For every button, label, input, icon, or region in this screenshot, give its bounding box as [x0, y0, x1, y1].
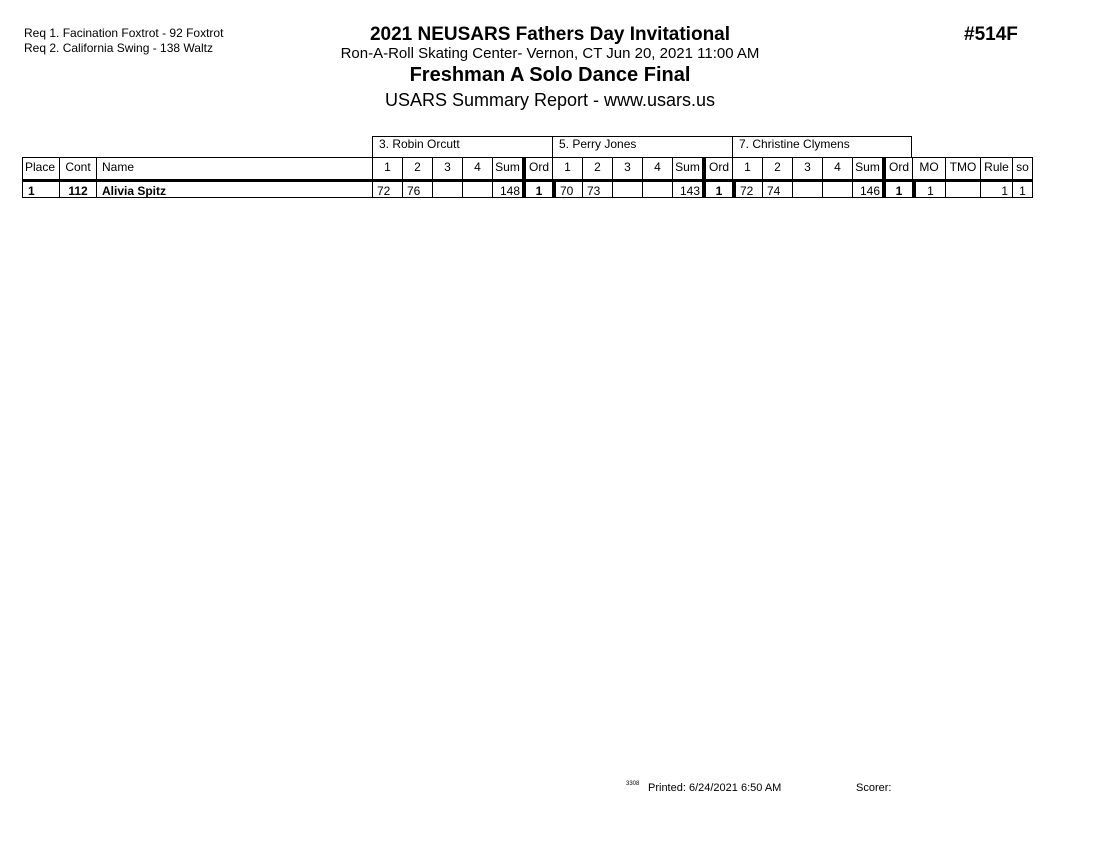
- mark-3: [792, 179, 822, 198]
- column-header-4: 4: [462, 157, 492, 179]
- competition-title: 2021 NEUSARS Fathers Day Invitational: [369, 24, 731, 45]
- column-header-ord: Ord: [522, 157, 552, 179]
- mark-3: [432, 179, 462, 198]
- column-header-1: 1: [372, 157, 402, 179]
- column-header-ord: Ord: [882, 157, 912, 179]
- column-header-sum: Sum: [852, 157, 882, 179]
- ordinal: 1: [522, 179, 552, 198]
- sum: 143: [672, 179, 702, 198]
- mark-4: [462, 179, 492, 198]
- column-header-rule: Rule: [980, 157, 1012, 179]
- mark-2: 74: [762, 179, 792, 198]
- sum: 148: [492, 179, 522, 198]
- column-header-3: 3: [432, 157, 462, 179]
- printed-date: Printed: 6/24/2021 6:50 AM: [648, 782, 782, 794]
- column-header-name: Name: [96, 157, 372, 179]
- row-place: 1: [22, 179, 59, 198]
- column-header-sum: Sum: [492, 157, 522, 179]
- row-name: Alivia Spitz: [96, 179, 372, 198]
- judge-header: 5. Perry Jones: [552, 136, 732, 157]
- column-header-so: so: [1012, 157, 1033, 179]
- column-header-2: 2: [402, 157, 432, 179]
- mark-3: [612, 179, 642, 198]
- column-header-mo: MO: [912, 157, 945, 179]
- report-title: USARS Summary Report - www.usars.us: [384, 90, 716, 110]
- row-so: 1: [1012, 179, 1033, 198]
- requirement-1: Req 1. Facination Foxtrot - 92 Foxtrot: [24, 26, 224, 40]
- row-cont: 112: [59, 179, 96, 198]
- event-title: Freshman A Solo Dance Final: [409, 64, 691, 86]
- column-header-4: 4: [642, 157, 672, 179]
- row-tmo: [945, 179, 980, 198]
- column-header-3: 3: [612, 157, 642, 179]
- column-header-ord: Ord: [702, 157, 732, 179]
- mark-2: 73: [582, 179, 612, 198]
- event-number: #514F: [964, 24, 1018, 45]
- column-header-tmo: TMO: [945, 157, 980, 179]
- sum: 146: [852, 179, 882, 198]
- ordinal: 1: [702, 179, 732, 198]
- venue-date: Ron-A-Roll Skating Center- Vernon, CT Ju…: [340, 45, 760, 62]
- judge-header: 3. Robin Orcutt: [372, 136, 552, 157]
- ordinal: 1: [882, 179, 912, 198]
- mark-4: [822, 179, 852, 198]
- mark-1: 70: [552, 179, 582, 198]
- column-header-2: 2: [582, 157, 612, 179]
- column-header-place: Place: [22, 157, 59, 179]
- row-rule: 1: [980, 179, 1012, 198]
- footer-code: 3308: [626, 781, 640, 787]
- column-header-4: 4: [822, 157, 852, 179]
- mark-1: 72: [372, 179, 402, 198]
- judge-header: 7. Christine Clymens: [732, 136, 912, 157]
- column-header-3: 3: [792, 157, 822, 179]
- requirement-2: Req 2. California Swing - 138 Waltz: [24, 41, 213, 55]
- column-header-sum: Sum: [672, 157, 702, 179]
- column-header-1: 1: [732, 157, 762, 179]
- mark-2: 76: [402, 179, 432, 198]
- scorer-label: Scorer:: [856, 782, 892, 794]
- row-mo: 1: [912, 179, 945, 198]
- column-header-cont: Cont: [59, 157, 96, 179]
- column-header-2: 2: [762, 157, 792, 179]
- mark-1: 72: [732, 179, 762, 198]
- mark-4: [642, 179, 672, 198]
- column-header-1: 1: [552, 157, 582, 179]
